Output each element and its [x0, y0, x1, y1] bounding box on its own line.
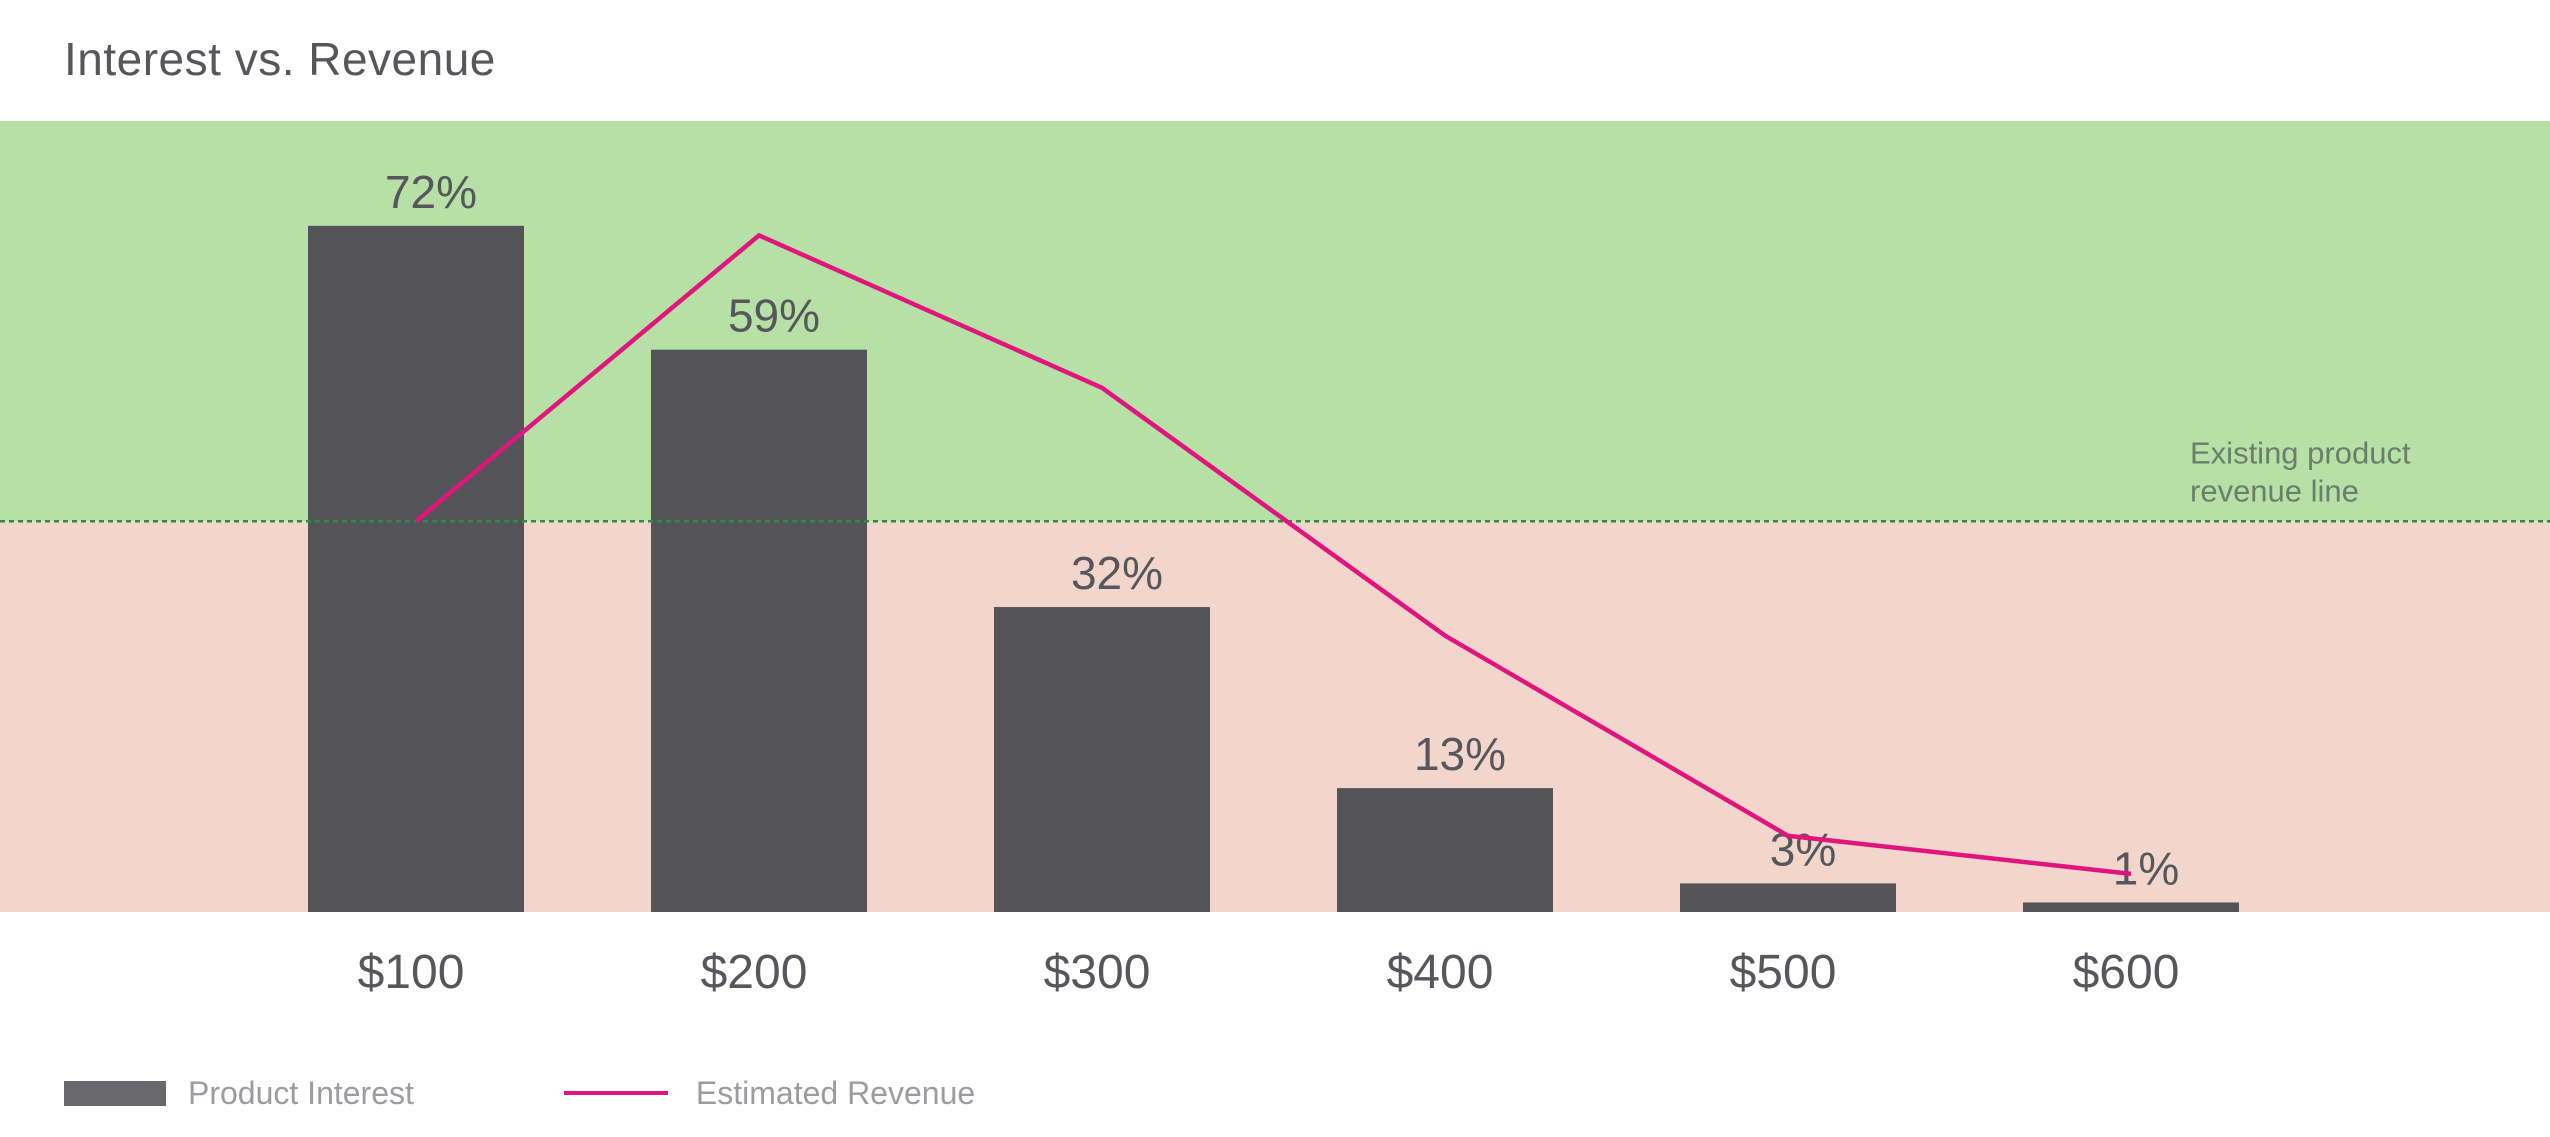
bar-2: [651, 349, 867, 912]
x-tick-label-4: $400: [1387, 946, 1494, 999]
x-tick-label-5: $500: [1730, 946, 1837, 999]
x-tick-label-3: $300: [1044, 946, 1151, 999]
bar-5: [1680, 883, 1896, 912]
bar-label-3: 32%: [1071, 547, 1163, 599]
bar-label-1: 72%: [385, 166, 477, 218]
legend-label-product-interest: Product Interest: [188, 1074, 414, 1111]
revenue-line: [414, 232, 2132, 877]
legend-item-product-interest: Product Interest: [64, 1075, 414, 1112]
bar-4: [1337, 788, 1553, 912]
x-tick-label-1: $100: [358, 946, 465, 999]
x-tick-label-6: $600: [2073, 946, 2180, 999]
chart-title: Interest vs. Revenue: [64, 33, 496, 85]
bar-1: [308, 225, 524, 913]
reference-line-label-2: revenue line: [2190, 473, 2359, 508]
legend-swatch-line: [563, 1091, 668, 1095]
bar-label-2: 59%: [728, 290, 820, 342]
bar-label-6: 1%: [2113, 842, 2179, 894]
bar-label-4: 13%: [1414, 728, 1506, 780]
legend-item-estimated-revenue: Estimated Revenue: [563, 1074, 976, 1112]
bar-3: [994, 607, 1210, 912]
reference-line-label-1: Existing product: [2190, 435, 2411, 470]
legend-swatch-bar: [64, 1080, 166, 1106]
x-tick-label-2: $200: [701, 946, 808, 999]
legend-label-estimated-revenue: Estimated Revenue: [695, 1074, 976, 1111]
bar-6: [2023, 902, 2239, 912]
legend: Product Interest Estimated Revenue: [64, 1068, 1125, 1118]
